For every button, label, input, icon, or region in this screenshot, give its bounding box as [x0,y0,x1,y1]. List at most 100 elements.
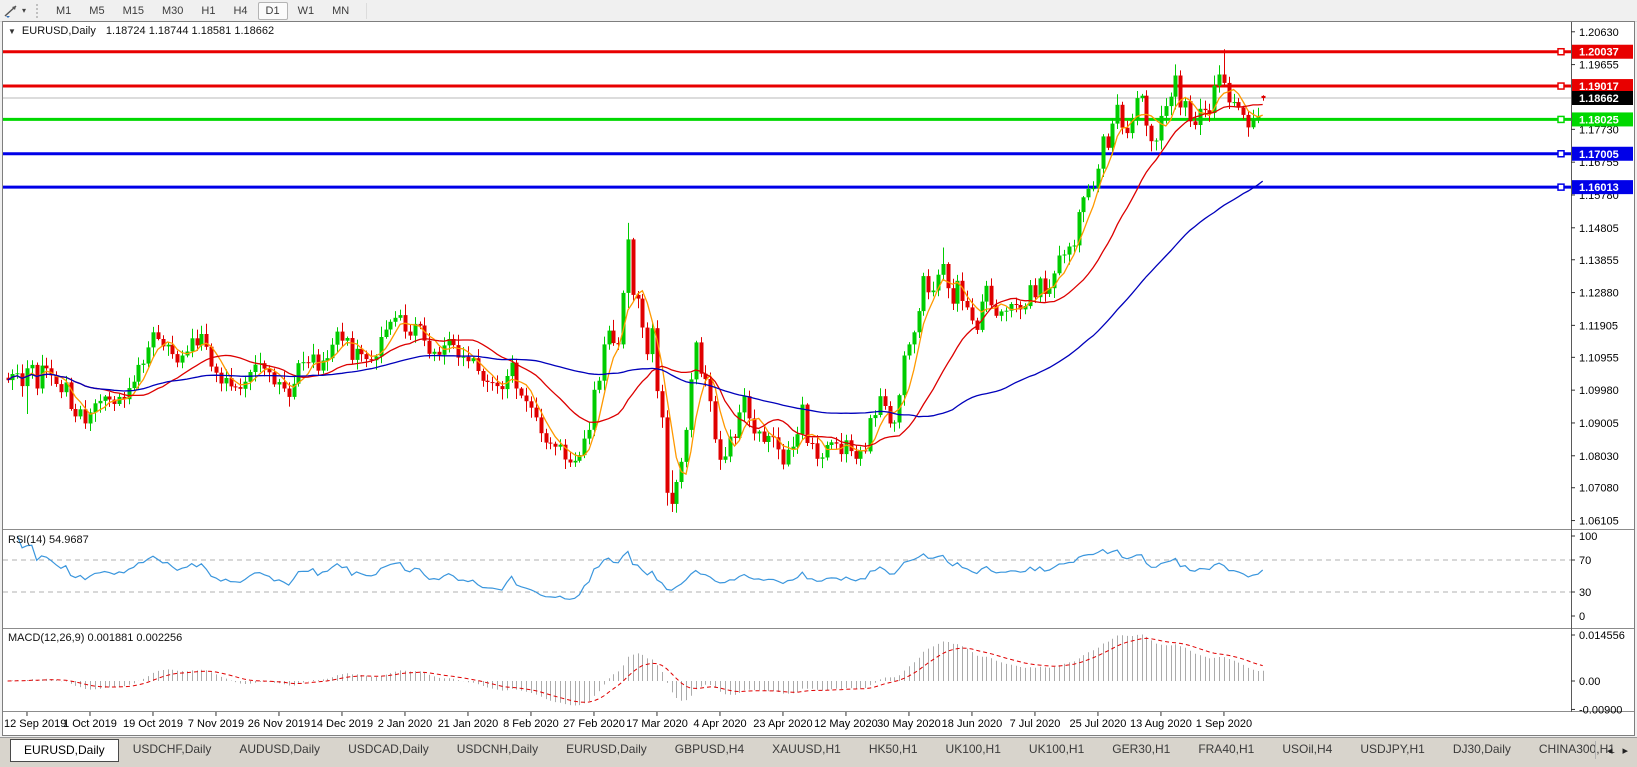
candle-body [132,381,137,389]
candle-body [272,372,277,385]
candle-body [776,437,781,450]
candle-body [645,327,650,355]
hline-handle[interactable] [1557,47,1565,56]
candle-body [393,317,398,322]
chart-tab-hk50-h1[interactable]: HK50,H1 [868,742,918,756]
hline-handle[interactable] [1557,150,1565,158]
candle-body [1188,101,1193,122]
current-price-label: 1.18662 [1579,93,1619,105]
candle-body [199,334,204,346]
candle-body [350,338,355,360]
tabs-scroll-left-icon[interactable]: ◂ [1606,744,1613,757]
price-chart-canvas[interactable]: 1.206301.196551.177301.167551.157801.148… [3,22,1634,735]
chart-tab-fra40-h1[interactable]: FRA40,H1 [1198,742,1255,756]
candle-body [655,328,660,392]
date-axis-label: 7 Jul 2020 [1010,718,1061,730]
candle-body [88,412,93,424]
candle-body [156,332,161,339]
candle-body [141,363,146,365]
date-axis-label: 8 Feb 2020 [503,718,559,730]
candle-body [325,358,330,361]
candle-body [713,401,718,440]
chart-tab-eurusd-daily[interactable]: EURUSD,Daily [566,742,647,756]
chart-tab-usdchf-daily[interactable]: USDCHF,Daily [132,742,212,756]
candle-body [1173,75,1178,97]
candle-body [689,379,694,430]
candle-body [902,355,907,396]
chart-tab-audusd-daily[interactable]: AUDUSD,Daily [239,742,321,756]
hline-handle[interactable] [1557,115,1565,124]
candle-body [1246,114,1251,128]
candle-body [1227,82,1232,103]
candle-body [107,396,112,400]
candle-body [631,239,636,295]
candle-body [355,348,360,360]
chart-tab-gbpusd-h4[interactable]: GBPUSD,H4 [674,742,745,756]
candle-body [1222,74,1227,83]
candle-body [296,363,301,384]
chart-tab-ger30-h1[interactable]: GER30,H1 [1112,742,1171,756]
candle-body [161,339,166,347]
chart-tab-usdcad-daily[interactable]: USDCAD,Daily [348,742,429,756]
candle-body [306,362,311,364]
candle-body [151,332,156,348]
candle-body [800,404,805,435]
hline-price-box [1572,44,1633,59]
hline-handle[interactable] [1557,183,1565,191]
candle-body [384,329,389,337]
cursor-tool-icon[interactable] [3,3,21,19]
candle-body [471,358,476,362]
candle-body [1018,305,1023,310]
candle-body [931,290,936,293]
candle-body [1110,123,1115,148]
candle-body [1261,95,1266,98]
chart-tab-dj30-daily[interactable]: DJ30,Daily [1452,742,1511,756]
date-axis-label: 4 Apr 2020 [693,718,746,730]
candle-body [170,344,175,355]
timeframe-button-D1[interactable]: D1 [257,1,288,20]
tool-dropdown-caret-icon[interactable]: ▾ [22,6,27,15]
chart-tab-usdcnh-daily[interactable]: USDCNH,Daily [456,742,539,756]
timeframe-button-MN[interactable]: MN [332,4,350,17]
candle-body [44,365,49,369]
chart-tab-usoil-h4[interactable]: USOil,H4 [1282,742,1333,756]
candle-body [984,285,989,302]
candle-body [1101,136,1106,169]
candle-body [461,356,466,358]
candle-body [1212,85,1217,113]
rsi-axis-label: 30 [1579,587,1591,599]
candle-body [858,450,863,459]
collapse-chart-icon[interactable]: ▼ [8,27,16,36]
candle-body [1154,140,1159,142]
hline-price-label: 1.17005 [1579,149,1619,161]
timeframe-button-M5[interactable]: M5 [89,4,105,17]
price-axis-label: 1.17730 [1579,124,1619,136]
timeframe-button-W1[interactable]: W1 [297,4,315,17]
chart-tab-xauusd-h1[interactable]: XAUUSD,H1 [772,742,841,756]
chart-tab-uk100-h1[interactable]: UK100,H1 [1028,742,1085,756]
date-axis-label: 23 Apr 2020 [753,718,812,730]
candle-body [747,396,752,419]
timeframe-button-H4[interactable]: H4 [233,4,248,17]
chart-tab-eurusd-daily[interactable]: EURUSD,Daily [10,739,119,762]
candle-body [427,340,432,354]
macd-signal-line [7,637,1263,703]
candle-body [292,383,297,397]
date-axis-label: 21 Jan 2020 [438,718,499,730]
ma-line-MA-slow [7,180,1264,418]
timeframe-button-H1[interactable]: H1 [201,4,216,17]
tabs-scroll-right-icon[interactable]: ▸ [1622,744,1628,757]
timeframe-button-M1[interactable]: M1 [56,4,72,17]
candle-body [1203,108,1208,111]
chart-tab-uk100-h1[interactable]: UK100,H1 [945,742,1001,756]
candle-body [1096,168,1101,189]
candle-body [1164,106,1169,116]
candle-body [418,323,423,326]
timeframe-button-M30[interactable]: M30 [161,4,184,17]
timeframe-button-M15[interactable]: M15 [122,4,144,17]
hline-price-box [1572,112,1633,127]
chart-tab-usdjpy-h1[interactable]: USDJPY,H1 [1360,742,1425,756]
date-axis-label: 12 Sep 2019 [4,718,66,730]
hline-handle[interactable] [1557,82,1565,90]
chart-tabs: EURUSD,Daily USDCHF,Daily AUDUSD,Daily USDC… [10,738,1637,762]
